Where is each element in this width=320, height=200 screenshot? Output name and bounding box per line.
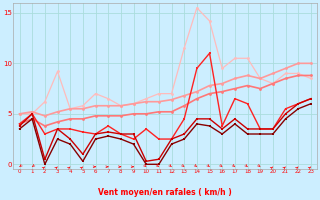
X-axis label: Vent moyen/en rafales ( km/h ): Vent moyen/en rafales ( km/h ) <box>98 188 232 197</box>
